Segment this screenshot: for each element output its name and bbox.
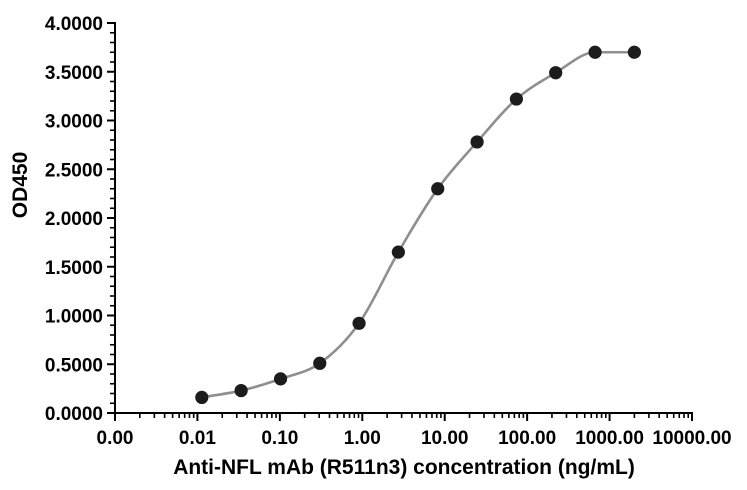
data-point (273, 372, 288, 386)
x-tick-label: 10000.00 (652, 428, 731, 449)
chart-layers: 0.00 0.01 0.10 1.00 10.00 100.00 1000.00 10000.… (45, 14, 732, 449)
data-point (588, 45, 602, 59)
data-point (195, 390, 209, 404)
fit-curve (201, 50, 635, 399)
y-tick-label: 0.0000 (45, 404, 103, 425)
x-tick-label: 100.00 (498, 428, 556, 449)
data-point (627, 45, 641, 59)
x-tick-label: 0.01 (179, 428, 216, 449)
y-tick-label: 3.5000 (45, 63, 103, 84)
y-tick-label: 3.0000 (45, 112, 103, 133)
data-point (509, 92, 524, 106)
data-point (391, 245, 405, 259)
data-point (234, 383, 248, 398)
y-tick-label: 0.5000 (45, 355, 103, 376)
y-tick-label: 1.0000 (45, 307, 103, 328)
y-axis-title: OD450 (9, 152, 32, 219)
data-point (352, 316, 366, 330)
x-tick-label: 10.00 (421, 428, 469, 449)
y-tick-label: 2.0000 (45, 209, 103, 230)
x-tick-label: 1.00 (344, 428, 381, 449)
data-point (431, 182, 445, 196)
x-axis-title: Anti-NFL mAb (R511n3) concentration (ng/… (173, 456, 635, 479)
y-tick-label: 1.5000 (45, 258, 103, 279)
x-tick-label: 0.10 (261, 428, 298, 449)
data-point (470, 135, 484, 149)
y-tick-label: 2.5000 (45, 160, 103, 181)
data-point (549, 66, 563, 80)
x-tick-label: 1000.00 (575, 428, 644, 449)
y-tick-label: 4.0000 (45, 14, 103, 35)
data-point (313, 356, 327, 370)
x-tick-label: 0.00 (97, 428, 134, 449)
